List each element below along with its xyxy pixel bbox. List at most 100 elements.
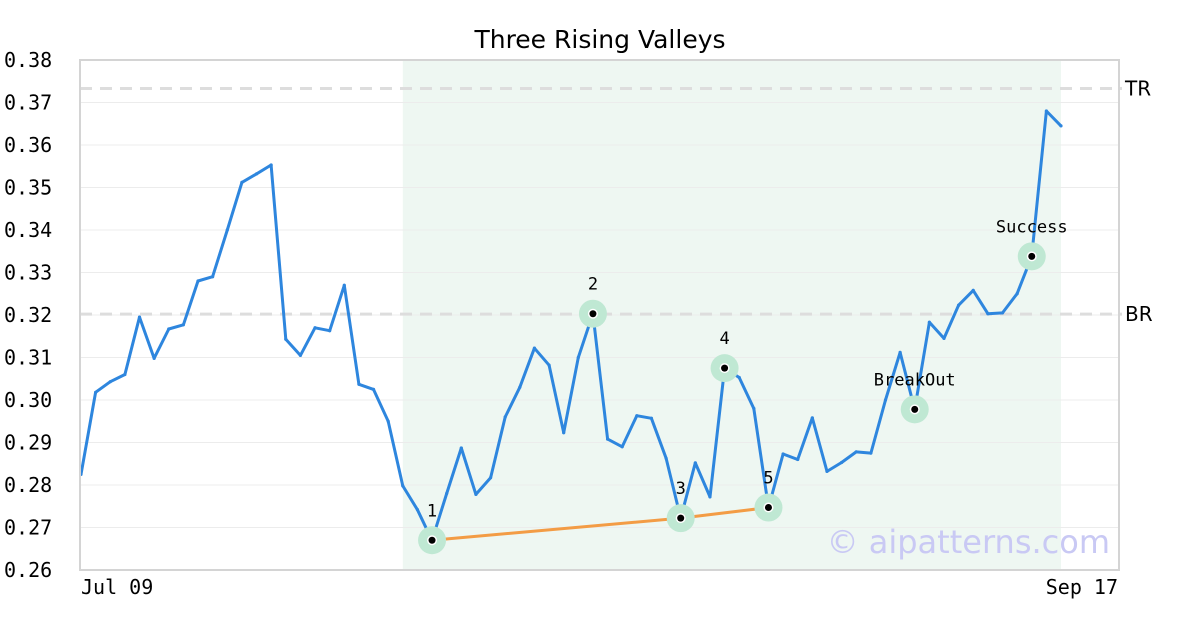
axis-labels-layer: 0.26 0.27 0.28 0.29 0.30 0.31 0.32 0.33 0.34 0.35… — [4, 48, 1118, 599]
annotation-dot — [589, 310, 597, 318]
data-point — [664, 456, 668, 460]
data-point — [1044, 109, 1048, 113]
data-point — [386, 419, 390, 423]
data-point — [635, 414, 639, 418]
data-point — [854, 450, 858, 454]
data-point — [708, 495, 712, 499]
data-point — [269, 163, 273, 167]
y-tick-label: 0.38 — [4, 48, 52, 72]
chart-title: Three Rising Valleys — [473, 25, 725, 54]
y-tick-label: 0.28 — [4, 473, 52, 497]
data-point — [167, 327, 171, 331]
y-tick-label: 0.31 — [4, 346, 52, 370]
data-point — [328, 329, 332, 333]
data-point — [693, 461, 697, 465]
data-point — [254, 172, 259, 176]
data-point — [605, 437, 610, 441]
y-tick-label: 0.26 — [4, 558, 52, 582]
annotation-dot — [721, 364, 729, 372]
data-point — [445, 491, 449, 496]
data-point — [810, 416, 814, 420]
data-point — [181, 323, 185, 327]
data-point — [415, 508, 420, 512]
data-point — [825, 469, 829, 473]
data-point — [342, 283, 346, 287]
annotation-label: 1 — [427, 501, 437, 521]
data-point — [123, 372, 127, 377]
annotation-label: 3 — [676, 479, 686, 499]
data-point — [1059, 124, 1063, 128]
annotation-label: 5 — [763, 469, 773, 489]
data-point — [357, 382, 361, 386]
data-point — [94, 390, 98, 394]
data-point — [108, 380, 112, 384]
data-point — [737, 375, 741, 380]
annotation-dot — [764, 504, 772, 512]
data-point — [562, 431, 566, 435]
data-point — [137, 315, 142, 319]
annotation-label: Success — [996, 217, 1068, 237]
price-series-line — [79, 109, 1063, 542]
y-tick-label: 0.35 — [4, 176, 52, 200]
annotation-dot — [1028, 252, 1036, 260]
data-point — [401, 484, 405, 488]
data-point — [883, 398, 888, 402]
data-point — [488, 476, 493, 480]
data-point — [927, 320, 931, 324]
data-point — [518, 385, 522, 389]
data-point — [1015, 292, 1019, 296]
annotation-label: 4 — [719, 329, 729, 349]
data-point — [576, 355, 580, 360]
data-point — [869, 451, 873, 455]
watermark: © aipatterns.com — [827, 523, 1110, 561]
x-tick-label: Sep 17 — [1046, 575, 1118, 599]
data-point — [532, 346, 537, 350]
data-point — [196, 279, 200, 283]
annotation-label: BreakOut — [874, 370, 956, 390]
data-point — [649, 416, 654, 420]
annotation-markers-layer: 1 2 3 4 5 BreakOut Success — [418, 217, 1068, 555]
grid-layer — [80, 102, 1119, 528]
reference-label-tr: TR — [1124, 76, 1151, 100]
data-point — [371, 387, 376, 391]
y-tick-label: 0.29 — [4, 431, 52, 455]
annotation-dot — [911, 405, 919, 413]
y-tick-label: 0.36 — [4, 133, 52, 157]
reference-label-br: BR — [1125, 302, 1153, 326]
data-point — [971, 288, 975, 292]
data-point — [781, 452, 785, 456]
data-point — [986, 312, 990, 316]
y-tick-label: 0.27 — [4, 516, 52, 540]
y-tick-label: 0.32 — [4, 303, 52, 327]
data-point — [474, 492, 478, 496]
plot-frame — [79, 59, 1120, 571]
data-point — [211, 275, 215, 279]
data-point — [620, 445, 624, 449]
data-point — [240, 180, 244, 184]
reference-lines-layer: TR BR — [80, 76, 1153, 326]
data-point — [225, 228, 229, 232]
data-point — [752, 406, 756, 411]
data-point — [547, 363, 551, 367]
y-tick-label: 0.33 — [4, 261, 52, 285]
x-tick-label: Jul 09 — [81, 575, 153, 599]
data-point — [313, 326, 317, 330]
annotation-dot — [677, 514, 685, 522]
price-line-layer — [79, 109, 1063, 542]
data-point — [503, 415, 507, 419]
data-point — [298, 353, 303, 357]
y-tick-label: 0.37 — [4, 91, 52, 115]
data-point — [898, 350, 902, 354]
data-point — [942, 336, 946, 340]
data-point — [796, 457, 800, 462]
data-point — [284, 337, 288, 341]
y-tick-label: 0.30 — [4, 388, 52, 412]
annotation-dot — [428, 536, 436, 544]
data-point — [957, 303, 961, 307]
data-point — [152, 356, 156, 360]
data-point — [839, 460, 844, 465]
annotation-label: 2 — [588, 275, 598, 295]
y-tick-label: 0.34 — [4, 218, 52, 242]
data-point — [459, 446, 463, 450]
